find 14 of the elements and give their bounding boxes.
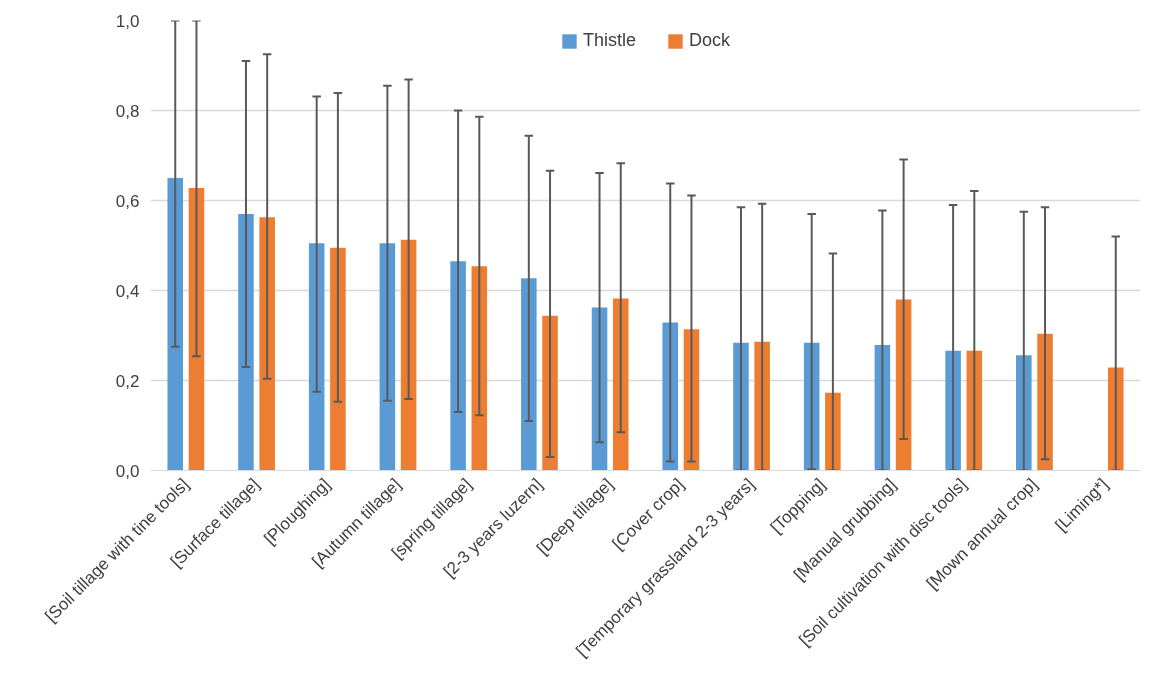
y-tick-label: 0,0: [115, 461, 140, 481]
y-tick-label: 0,8: [115, 101, 140, 121]
legend-label: Dock: [689, 30, 731, 51]
y-tick-label: 1,0: [115, 11, 140, 31]
legend-label: Thistle: [582, 30, 636, 51]
y-tick-label: 0,4: [115, 281, 140, 301]
bar: [238, 214, 254, 471]
bar: [330, 247, 346, 471]
bar: [167, 178, 184, 471]
y-tick-label: 0,2: [115, 371, 140, 391]
bar: [450, 261, 466, 471]
bar: [259, 217, 275, 471]
y-tick-label: 0,6: [115, 191, 140, 211]
bar: [612, 298, 629, 471]
